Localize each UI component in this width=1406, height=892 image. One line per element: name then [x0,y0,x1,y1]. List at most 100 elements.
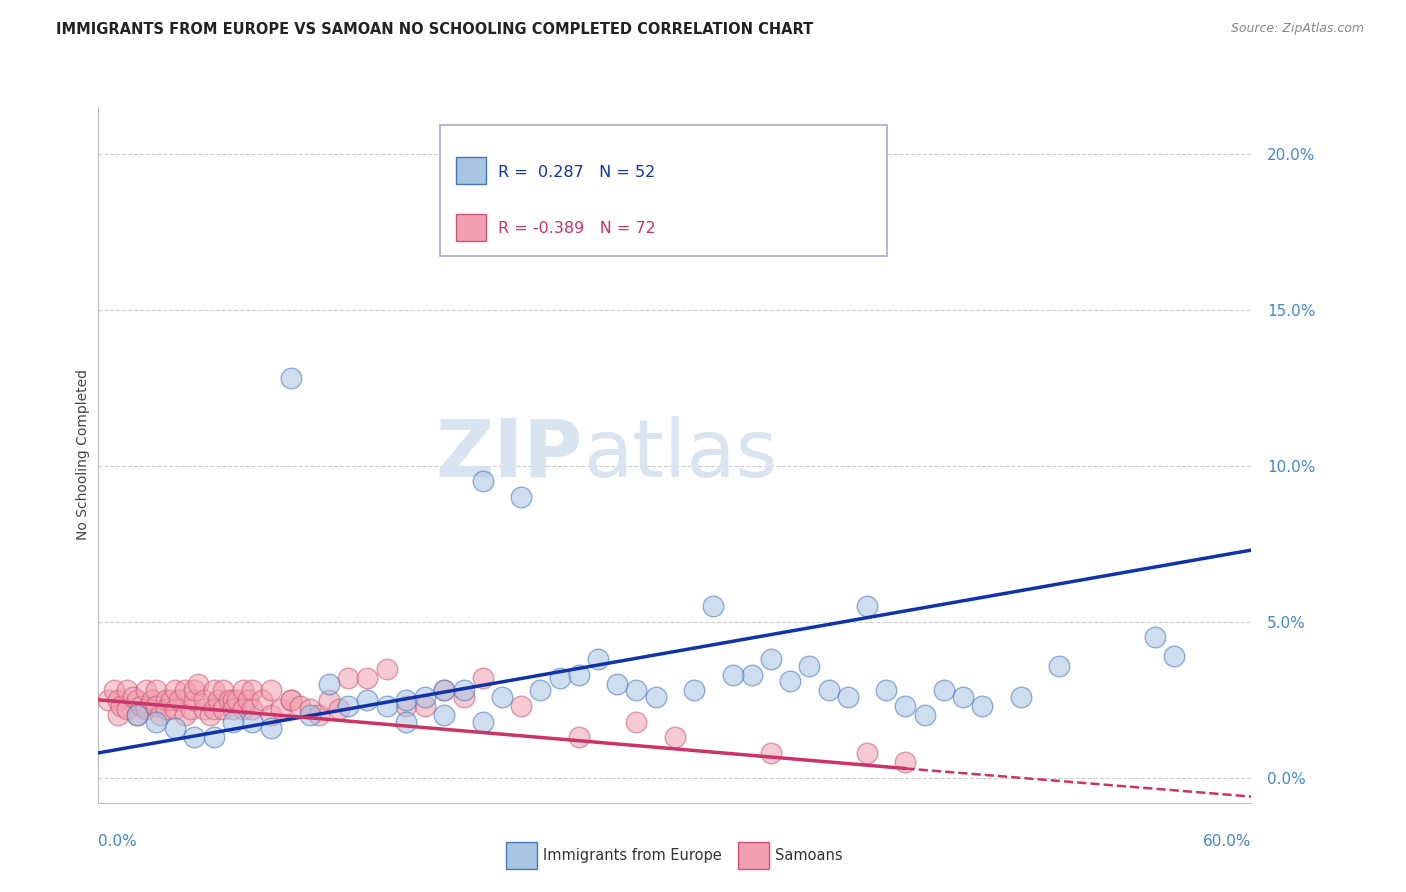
Point [759,746,782,760]
Point [298,708,321,723]
Point [145,699,167,714]
Point [337,699,360,714]
Point [328,702,350,716]
Point [167,693,190,707]
Point [117,683,138,698]
Point [280,371,302,385]
Point [606,677,628,691]
Point [260,721,283,735]
Point [683,683,706,698]
Point [222,714,245,729]
Point [180,702,202,716]
Point [155,702,177,716]
Point [568,668,591,682]
Point [548,671,571,685]
Point [626,683,648,698]
Point [240,702,263,716]
Point [97,693,120,707]
Point [141,693,163,707]
Point [238,693,260,707]
Point [375,699,398,714]
Point [280,693,302,707]
Point [510,699,533,714]
Point [817,683,839,698]
Point [433,708,456,723]
Point [198,708,221,723]
Point [799,658,821,673]
Point [280,693,302,707]
Point [107,708,129,723]
Point [644,690,666,704]
Point [318,693,340,707]
Point [664,225,686,239]
Point [471,714,494,729]
Point [202,683,225,698]
Text: 0.0%: 0.0% [98,834,138,849]
Point [270,702,292,716]
Point [129,699,152,714]
Point [202,731,225,745]
Point [222,693,245,707]
Point [413,699,436,714]
Point [165,702,187,716]
Point [471,671,494,685]
Point [356,671,378,685]
Point [1047,658,1070,673]
Point [952,690,974,704]
Point [433,683,456,698]
Point [875,683,897,698]
Point [914,708,936,723]
Point [664,731,686,745]
Point [894,756,917,770]
Point [491,690,513,704]
Point [160,693,183,707]
Text: Source: ZipAtlas.com: Source: ZipAtlas.com [1230,22,1364,36]
Point [721,668,744,682]
Point [193,702,215,716]
Point [471,475,494,489]
Point [837,690,859,704]
Point [174,708,197,723]
Point [212,702,235,716]
Point [395,693,418,707]
Point [1163,649,1185,664]
Point [135,702,157,716]
Point [145,683,167,698]
Point [894,699,917,714]
Point [260,683,283,698]
Point [117,702,138,716]
Text: ZIP: ZIP [436,416,582,494]
Point [212,683,235,698]
Point [298,702,321,716]
Point [125,693,148,707]
Point [453,683,475,698]
Point [395,714,418,729]
Point [626,714,648,729]
Text: R = -0.389   N = 72: R = -0.389 N = 72 [498,221,655,236]
Point [174,683,197,698]
Point [193,693,215,707]
Y-axis label: No Schooling Completed: No Schooling Completed [76,369,90,541]
Point [972,699,994,714]
Point [1010,690,1032,704]
Point [240,714,263,729]
Point [165,683,187,698]
Point [318,677,340,691]
Point [122,690,145,704]
Point [231,683,254,698]
Point [110,699,132,714]
Point [187,677,209,691]
Point [375,662,398,676]
Point [183,693,205,707]
Point [413,690,436,704]
Point [1144,631,1167,645]
Point [337,671,360,685]
Text: atlas: atlas [582,416,778,494]
Point [183,683,205,698]
Text: 60.0%: 60.0% [1204,834,1251,849]
Point [225,693,247,707]
Point [586,652,609,666]
Point [856,599,879,614]
Point [308,708,330,723]
Point [290,699,312,714]
